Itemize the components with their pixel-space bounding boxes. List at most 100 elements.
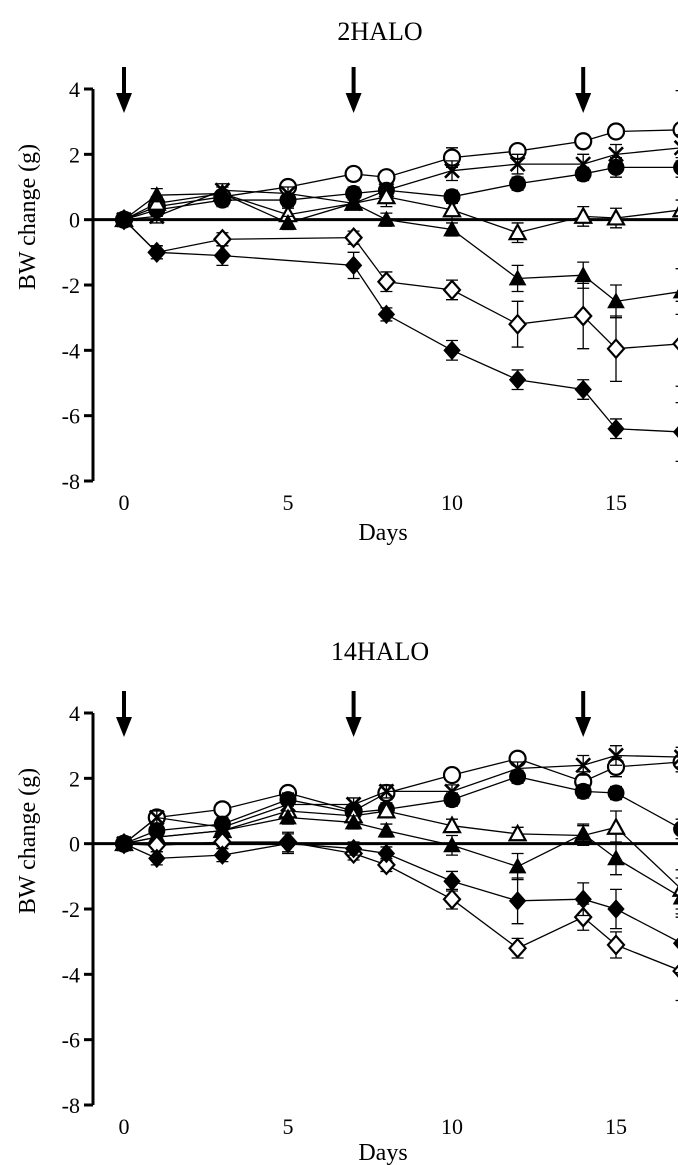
dose-arrow-head bbox=[345, 93, 362, 113]
filled-diamond-marker bbox=[672, 426, 678, 438]
series-open-triangle bbox=[114, 183, 678, 244]
filled-diamond-marker bbox=[672, 937, 678, 950]
series-line bbox=[123, 841, 678, 971]
x-tick-label: 0 bbox=[119, 490, 130, 515]
open-triangle-marker bbox=[573, 206, 594, 224]
filled-circle-marker bbox=[607, 158, 625, 176]
dose-arrow-head bbox=[116, 717, 132, 737]
open-diamond-marker bbox=[606, 934, 626, 956]
x-tick-label: 15 bbox=[605, 490, 627, 515]
filled-triangle-marker bbox=[443, 220, 461, 237]
open-diamond-marker bbox=[573, 906, 593, 928]
open-circle-marker bbox=[213, 800, 232, 819]
series-filled-diamond bbox=[115, 833, 678, 974]
filled-circle-marker bbox=[509, 768, 527, 786]
y-tick-label: -6 bbox=[62, 1028, 80, 1053]
open-diamond-marker bbox=[672, 337, 678, 351]
filled-diamond-marker bbox=[148, 242, 166, 263]
filled-circle-marker bbox=[574, 165, 592, 183]
filled-triangle-marker bbox=[147, 186, 166, 203]
series-cross bbox=[116, 134, 678, 228]
y-tick-label: 0 bbox=[69, 832, 80, 857]
series-line bbox=[123, 758, 678, 845]
chart-14halo: 14HALO Days BW change (g) 4 2 0 -2 -4 -6 -8 0 5 1… bbox=[15, 637, 678, 1165]
x-tick-label: 10 bbox=[441, 490, 463, 515]
open-triangle-marker bbox=[606, 207, 626, 226]
open-circle-marker bbox=[574, 132, 593, 151]
filled-diamond-marker bbox=[443, 871, 461, 891]
filled-triangle-marker bbox=[574, 266, 593, 283]
cross-marker bbox=[509, 156, 526, 173]
series-open-circle bbox=[114, 749, 678, 853]
cross-marker bbox=[608, 146, 624, 163]
filled-circle-marker bbox=[509, 175, 527, 193]
x-tick-label: 0 bbox=[119, 1114, 130, 1139]
filled-triangle-marker bbox=[508, 857, 527, 874]
open-triangle-marker bbox=[606, 817, 626, 835]
open-diamond-marker bbox=[442, 279, 462, 301]
filled-triangle-marker bbox=[672, 288, 678, 299]
filled-triangle-marker bbox=[443, 836, 461, 853]
y-tick-label: -8 bbox=[62, 1093, 80, 1118]
filled-circle-marker bbox=[673, 159, 678, 176]
y-tick-label: -4 bbox=[62, 962, 80, 987]
filled-triangle-marker bbox=[607, 849, 625, 866]
dose-arrow-head bbox=[575, 93, 592, 113]
open-diamond-marker bbox=[672, 964, 678, 978]
filled-triangle-marker bbox=[377, 821, 396, 838]
filled-diamond-marker bbox=[213, 845, 232, 865]
filled-diamond-marker bbox=[377, 304, 396, 325]
open-triangle-marker bbox=[146, 193, 167, 211]
filled-diamond-marker bbox=[607, 418, 625, 439]
open-diamond-marker bbox=[508, 937, 528, 959]
open-diamond-marker bbox=[573, 305, 593, 327]
open-triangle-marker bbox=[442, 199, 462, 218]
x-tick-label: 5 bbox=[283, 490, 294, 515]
filled-diamond-marker bbox=[574, 889, 592, 909]
y-tick-label: 4 bbox=[69, 77, 80, 102]
open-diamond-marker bbox=[376, 271, 396, 293]
filled-triangle-marker bbox=[213, 184, 232, 201]
series-open-circle bbox=[114, 89, 678, 229]
chart-title: 14HALO bbox=[331, 637, 429, 666]
cross-marker bbox=[148, 809, 165, 826]
filled-diamond-marker bbox=[574, 379, 592, 400]
cross-marker bbox=[378, 783, 395, 800]
cross-marker bbox=[673, 139, 678, 156]
y-tick-label: -2 bbox=[62, 273, 80, 298]
series-line bbox=[123, 816, 678, 897]
open-diamond-marker bbox=[442, 888, 462, 910]
open-triangle-marker bbox=[376, 800, 397, 819]
series-line bbox=[123, 219, 678, 350]
filled-triangle-marker bbox=[607, 292, 625, 309]
y-tick-label: -6 bbox=[62, 404, 80, 429]
filled-triangle-marker bbox=[574, 824, 593, 841]
filled-triangle-marker bbox=[344, 194, 363, 211]
series-filled-triangle bbox=[115, 184, 678, 319]
open-diamond-marker bbox=[508, 313, 528, 335]
filled-triangle-marker bbox=[279, 808, 297, 825]
open-circle-marker bbox=[672, 121, 678, 139]
open-circle-marker bbox=[606, 122, 626, 141]
filled-diamond-marker bbox=[148, 848, 166, 869]
open-triangle-marker bbox=[671, 206, 678, 218]
y-tick-label: 4 bbox=[69, 701, 80, 726]
chart-title: 2HALO bbox=[337, 17, 422, 46]
series-line bbox=[123, 843, 678, 943]
dose-arrow-head bbox=[575, 717, 592, 737]
open-triangle-marker bbox=[442, 815, 462, 834]
y-axis-label: BW change (g) bbox=[15, 144, 41, 290]
dose-arrow-head bbox=[116, 93, 132, 113]
series-open-diamond bbox=[114, 209, 678, 387]
cross-marker bbox=[673, 749, 678, 766]
dose-arrow-head bbox=[345, 717, 362, 737]
open-circle-marker bbox=[442, 765, 462, 785]
x-axis-label: Days bbox=[358, 1140, 407, 1165]
filled-diamond-marker bbox=[115, 209, 133, 230]
series-line bbox=[123, 147, 678, 221]
cross-marker bbox=[608, 747, 624, 764]
chart-2halo: 2HALO Days BW change (g) 4 2 0 -2 -4 -6 -8 0 5 10… bbox=[15, 17, 678, 546]
y-axis-label: BW change (g) bbox=[15, 768, 41, 914]
cross-marker bbox=[444, 162, 460, 179]
